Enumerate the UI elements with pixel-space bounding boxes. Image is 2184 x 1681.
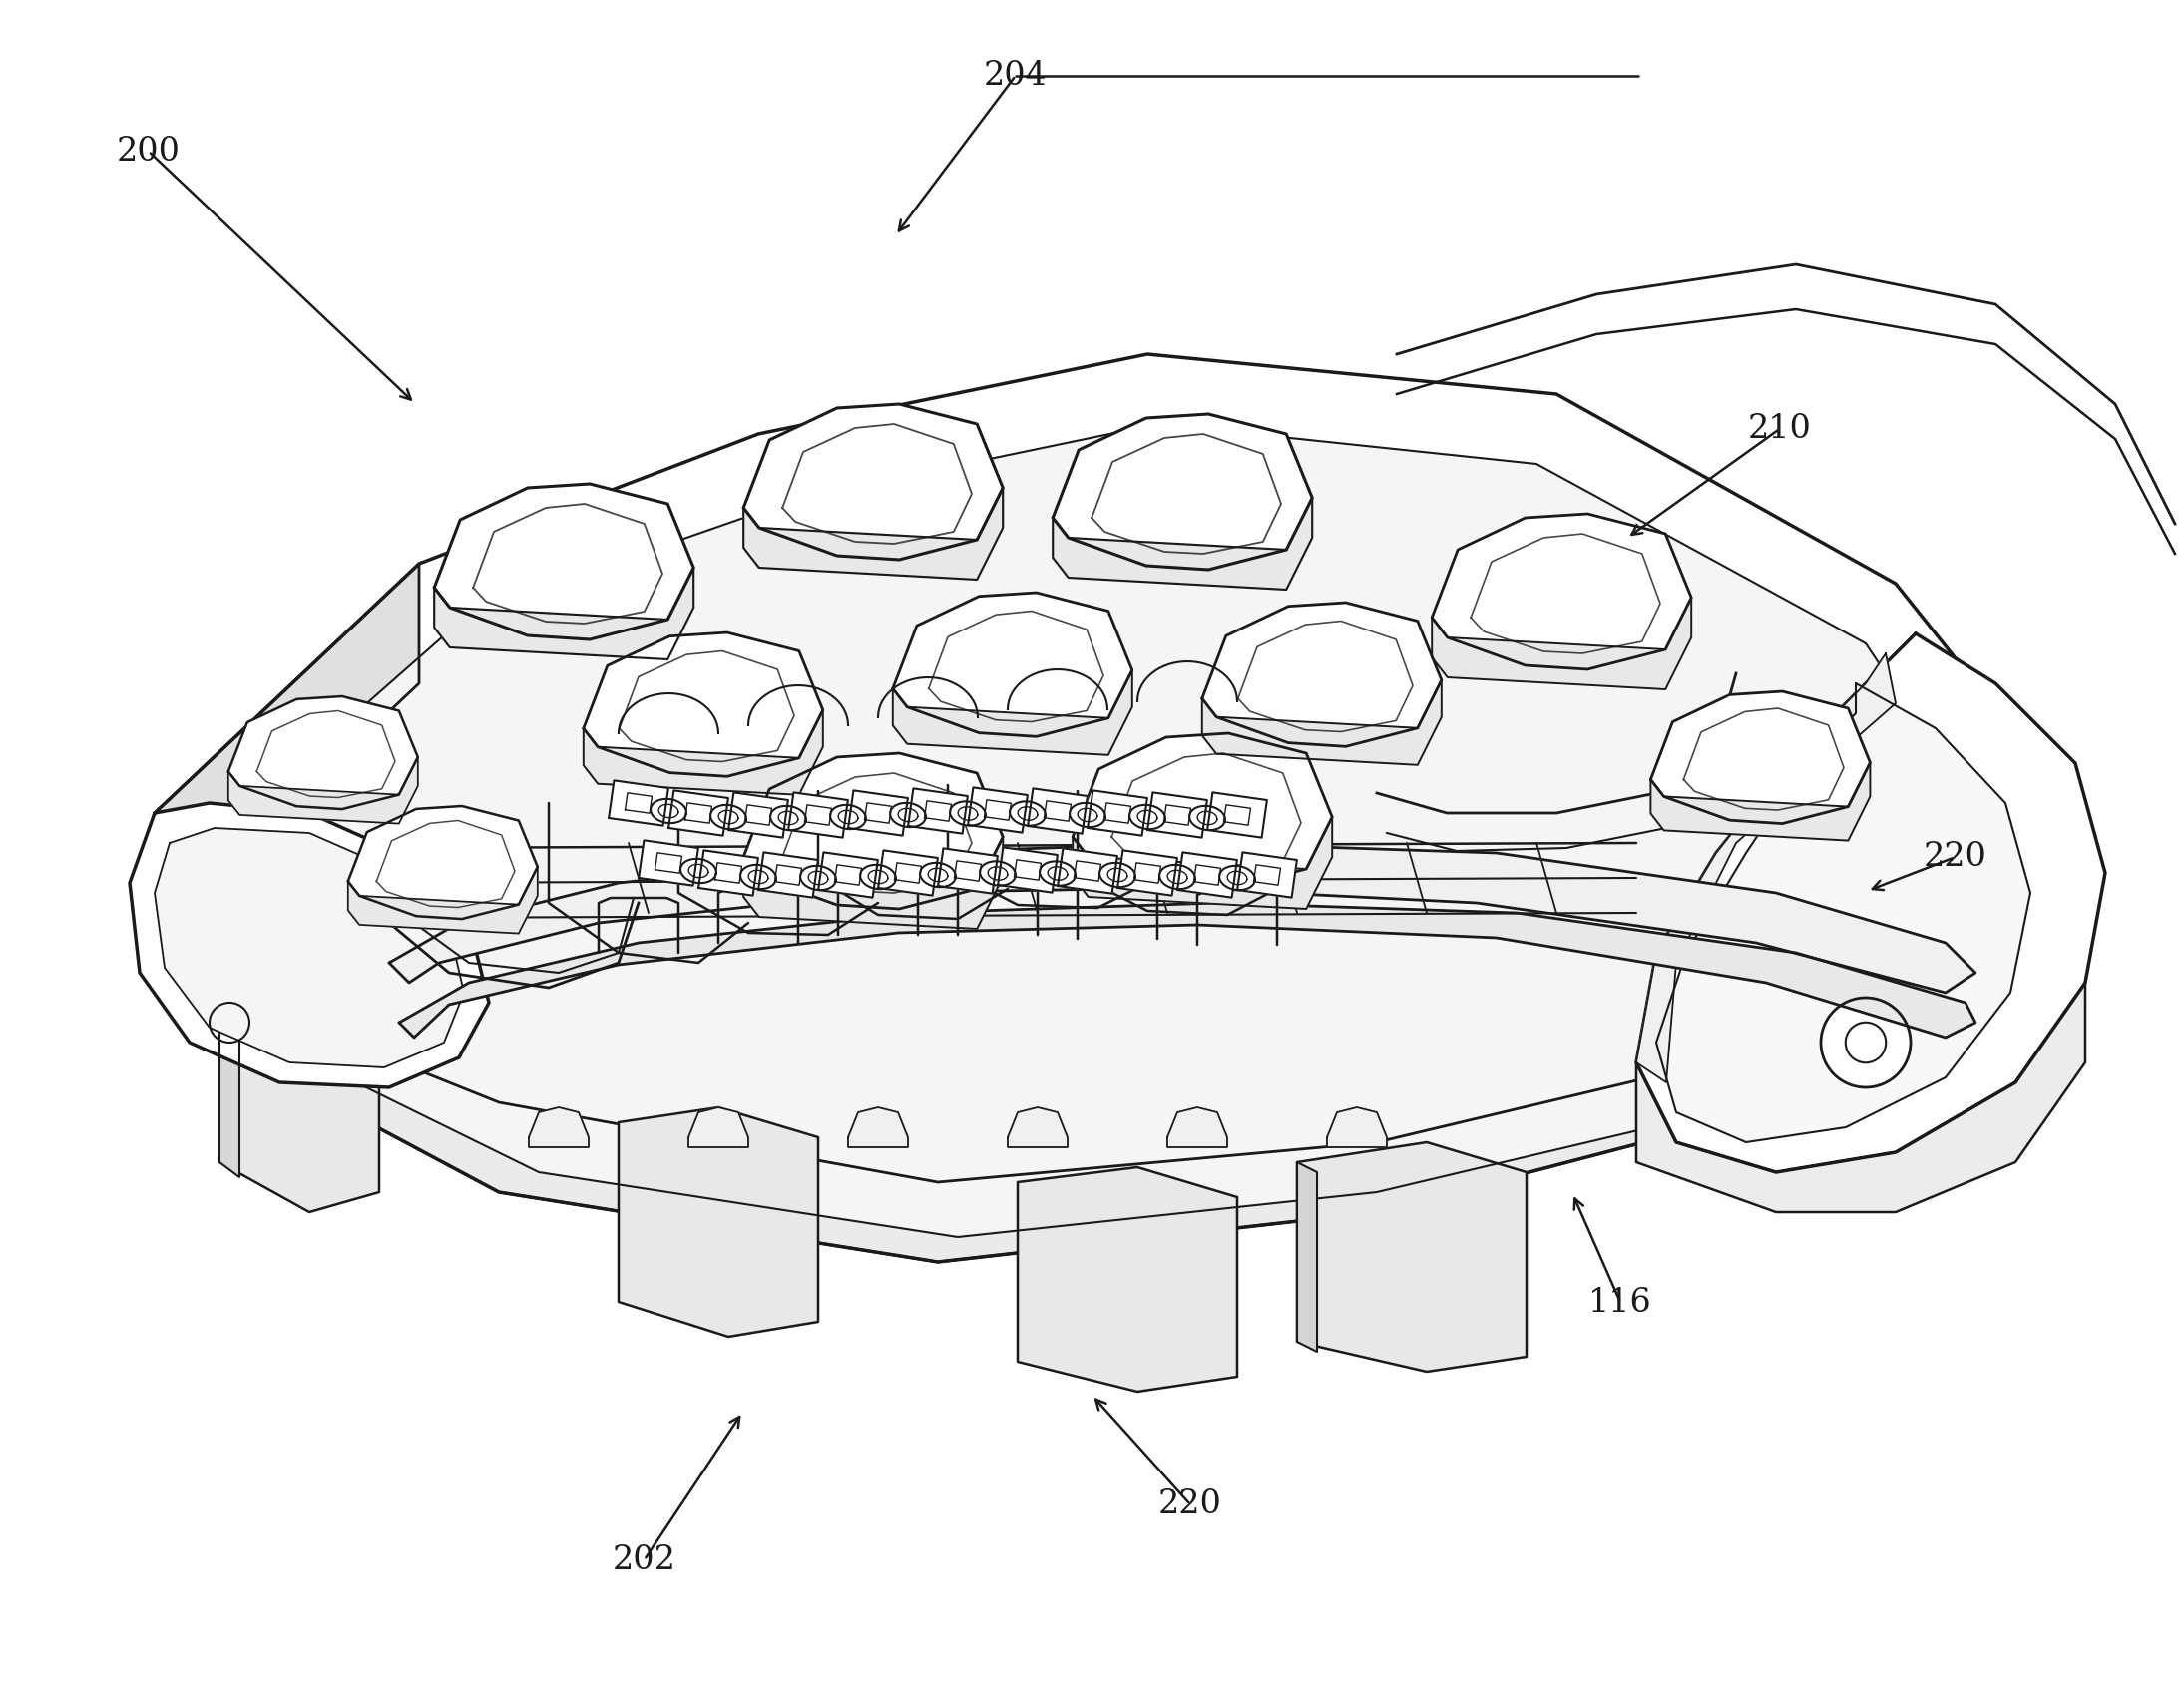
Polygon shape (799, 866, 836, 889)
Polygon shape (1160, 864, 1195, 889)
Polygon shape (1040, 861, 1075, 886)
Polygon shape (830, 805, 865, 829)
Polygon shape (347, 807, 537, 920)
Polygon shape (221, 424, 1985, 1237)
Polygon shape (688, 1108, 749, 1146)
Polygon shape (1328, 1108, 1387, 1146)
Polygon shape (347, 867, 537, 933)
Polygon shape (1072, 817, 1332, 909)
Polygon shape (1007, 1108, 1068, 1146)
Polygon shape (740, 864, 775, 889)
Polygon shape (1651, 691, 1870, 824)
Polygon shape (1636, 654, 1896, 1083)
Polygon shape (1238, 852, 1297, 898)
Polygon shape (389, 842, 1977, 993)
Polygon shape (129, 804, 489, 1088)
Text: 220: 220 (1922, 842, 1987, 872)
Polygon shape (681, 859, 716, 883)
Polygon shape (221, 953, 380, 1212)
Polygon shape (1219, 866, 1256, 889)
Polygon shape (609, 780, 668, 825)
Text: 220: 220 (1158, 1489, 1223, 1520)
Text: 210: 210 (1747, 414, 1813, 444)
Polygon shape (155, 563, 419, 933)
Polygon shape (1018, 1167, 1236, 1392)
Circle shape (1821, 997, 1911, 1088)
Polygon shape (435, 484, 695, 639)
Polygon shape (1433, 514, 1690, 669)
Polygon shape (638, 840, 699, 886)
Polygon shape (1009, 802, 1046, 825)
Text: 202: 202 (612, 1545, 677, 1575)
Polygon shape (229, 756, 417, 824)
Polygon shape (878, 851, 937, 896)
Polygon shape (1208, 792, 1267, 837)
Polygon shape (891, 804, 926, 827)
Polygon shape (1029, 788, 1088, 834)
Polygon shape (710, 805, 747, 829)
Polygon shape (998, 847, 1057, 893)
Polygon shape (155, 829, 463, 1067)
Polygon shape (1166, 1108, 1227, 1146)
Polygon shape (618, 1108, 819, 1336)
Text: 204: 204 (983, 61, 1048, 91)
Polygon shape (919, 862, 957, 888)
Polygon shape (909, 788, 968, 834)
Polygon shape (893, 671, 1131, 755)
Polygon shape (1201, 681, 1441, 765)
Polygon shape (1070, 804, 1105, 827)
Polygon shape (819, 852, 878, 898)
Polygon shape (950, 802, 985, 825)
Polygon shape (743, 753, 1002, 909)
Polygon shape (1053, 414, 1313, 570)
Polygon shape (155, 355, 2055, 1262)
Polygon shape (1088, 790, 1147, 835)
Polygon shape (1118, 851, 1177, 896)
Polygon shape (729, 792, 788, 837)
Polygon shape (968, 787, 1026, 832)
Polygon shape (435, 568, 695, 659)
Polygon shape (1433, 597, 1690, 689)
Polygon shape (1190, 805, 1225, 830)
Polygon shape (1201, 602, 1441, 746)
Polygon shape (583, 709, 823, 795)
Polygon shape (758, 852, 819, 898)
Polygon shape (221, 983, 240, 1177)
Polygon shape (1129, 805, 1166, 829)
Polygon shape (1297, 1162, 1317, 1352)
Polygon shape (743, 403, 1002, 560)
Polygon shape (981, 861, 1016, 886)
Polygon shape (699, 851, 758, 896)
Text: 200: 200 (116, 136, 181, 166)
Polygon shape (1072, 733, 1332, 889)
Polygon shape (860, 864, 895, 889)
Polygon shape (1177, 852, 1236, 898)
Polygon shape (1099, 862, 1136, 888)
Polygon shape (937, 849, 998, 894)
Polygon shape (1636, 983, 2086, 1212)
Polygon shape (1053, 498, 1313, 590)
Polygon shape (583, 632, 823, 777)
Polygon shape (771, 805, 806, 830)
Polygon shape (847, 1108, 909, 1146)
Text: 116: 116 (1588, 1288, 1653, 1318)
Polygon shape (1147, 792, 1208, 837)
Polygon shape (651, 798, 686, 824)
Polygon shape (529, 1108, 590, 1146)
Polygon shape (155, 783, 2055, 1262)
Polygon shape (1297, 1143, 1527, 1372)
Polygon shape (1655, 684, 2031, 1143)
Polygon shape (788, 792, 847, 837)
Polygon shape (743, 837, 1002, 930)
Polygon shape (400, 903, 1977, 1037)
Polygon shape (743, 487, 1002, 580)
Polygon shape (668, 790, 727, 835)
Polygon shape (847, 790, 909, 835)
Polygon shape (893, 593, 1131, 736)
Polygon shape (229, 696, 417, 809)
Polygon shape (1651, 763, 1870, 840)
Polygon shape (1636, 634, 2105, 1172)
Polygon shape (1057, 849, 1118, 894)
